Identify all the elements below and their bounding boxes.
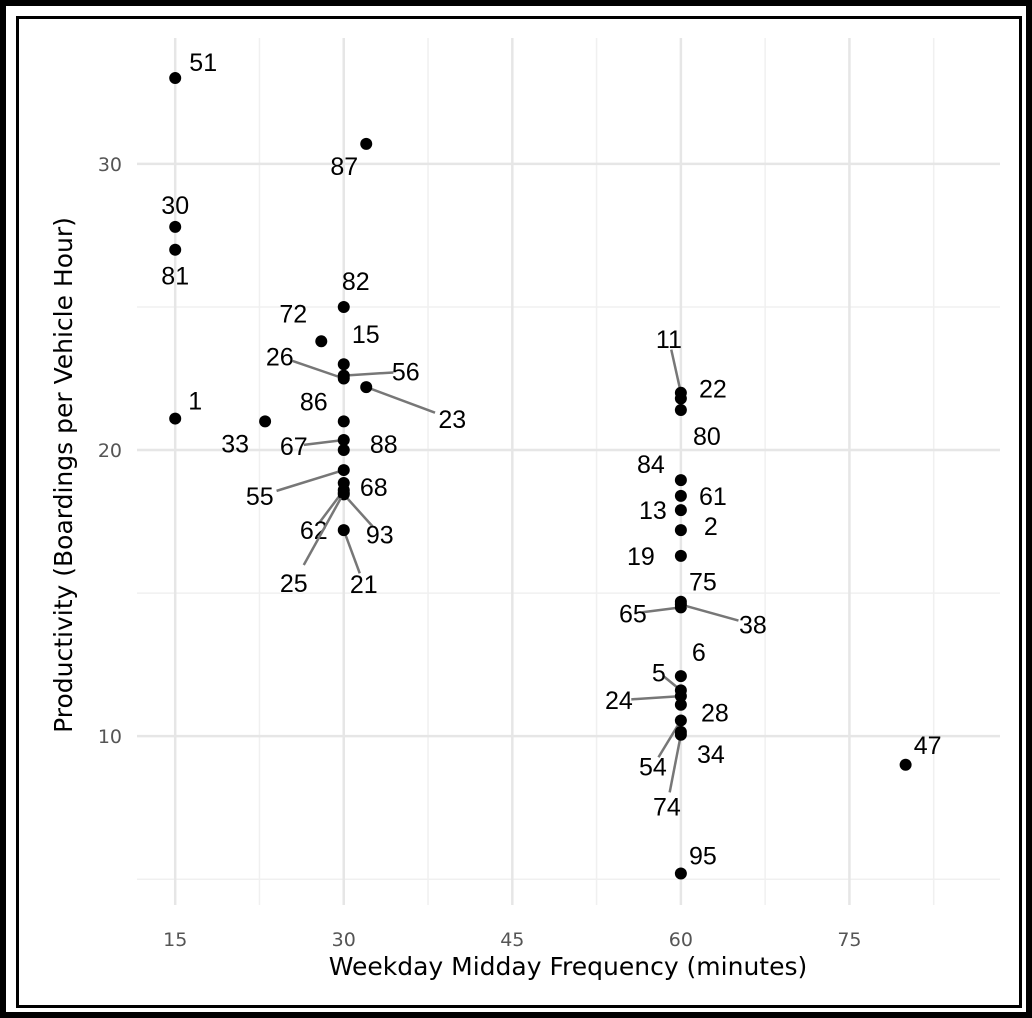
point: [674, 690, 687, 703]
point-label: 80: [693, 423, 721, 451]
point-label: 72: [279, 300, 307, 328]
label-leader: [342, 529, 361, 574]
point: [169, 243, 182, 256]
point-label: 19: [627, 543, 655, 571]
point: [169, 72, 182, 85]
point-label: 22: [699, 376, 727, 404]
point: [674, 867, 687, 880]
point: [337, 444, 350, 457]
label-leader: [365, 385, 436, 414]
point: [674, 392, 687, 405]
point: [337, 369, 350, 382]
point-label: 95: [689, 843, 717, 871]
point: [337, 434, 350, 447]
point: [337, 300, 350, 313]
point: [674, 504, 687, 517]
label-leader: [276, 468, 345, 493]
point-label: 74: [653, 794, 681, 822]
label-leader: [642, 606, 682, 614]
point-label: 93: [366, 521, 394, 549]
point-label: 34: [697, 741, 725, 769]
point-label: 26: [266, 344, 294, 372]
point: [259, 415, 272, 428]
point: [674, 714, 687, 727]
y-tick-label: 10: [98, 726, 122, 748]
point-label: 88: [370, 431, 398, 459]
point-label: 33: [221, 430, 249, 458]
label-leader: [670, 349, 683, 394]
point-label: 75: [689, 569, 717, 597]
point-label: 61: [699, 483, 727, 511]
point: [337, 524, 350, 537]
point: [360, 381, 373, 394]
point-label: 5: [652, 659, 666, 687]
point: [674, 549, 687, 562]
point: [674, 725, 687, 738]
label-leader: [302, 492, 345, 566]
label-leader: [342, 493, 374, 528]
point-label: 55: [246, 483, 274, 511]
point: [674, 403, 687, 416]
inner-frame: [16, 16, 1022, 1008]
label-leader: [303, 438, 344, 447]
point-label: 51: [189, 49, 217, 77]
point: [674, 670, 687, 683]
point-label: 47: [914, 732, 942, 760]
point-label: 65: [619, 600, 647, 628]
x-tick-label: 45: [500, 929, 524, 951]
point-label: 67: [280, 433, 308, 461]
point: [674, 698, 687, 711]
x-tick-label: 15: [163, 929, 187, 951]
point-label: 87: [330, 153, 358, 181]
point: [360, 137, 373, 150]
point-label: 84: [637, 451, 665, 479]
point-label: 11: [656, 326, 682, 354]
point-label: 13: [639, 497, 667, 525]
point-label: 2: [704, 513, 718, 541]
point: [674, 474, 687, 487]
point: [337, 415, 350, 428]
y-tick-label: 20: [98, 440, 122, 462]
label-leader: [292, 359, 345, 380]
point-label: 82: [342, 268, 370, 296]
x-tick-label: 60: [669, 929, 693, 951]
y-axis-title: Productivity (Boardings per Vehicle Hour…: [49, 217, 78, 733]
x-axis-title: Weekday Midday Frequency (minutes): [329, 952, 808, 981]
point: [169, 220, 182, 233]
point: [674, 524, 687, 537]
label-leader: [657, 719, 682, 758]
point-label: 6: [692, 639, 706, 667]
point-label: 30: [161, 192, 189, 220]
point-label: 56: [392, 359, 420, 387]
x-tick-label: 75: [837, 929, 861, 951]
x-tick-label: 30: [332, 929, 356, 951]
point-label: 81: [161, 263, 189, 291]
point: [337, 486, 350, 499]
point: [674, 489, 687, 502]
point-label: 68: [360, 474, 388, 502]
point-label: 15: [352, 321, 380, 349]
label-leader: [343, 371, 394, 377]
point: [337, 464, 350, 477]
point-label: 38: [739, 612, 767, 640]
point-label: 28: [701, 700, 729, 728]
label-leader: [680, 603, 739, 622]
point-label: 54: [639, 753, 667, 781]
y-tick-label: 30: [98, 154, 122, 176]
point: [337, 358, 350, 371]
point-label: 21: [350, 571, 378, 599]
label-leader: [668, 734, 683, 793]
point-label: 86: [300, 388, 328, 416]
point-label: 23: [438, 406, 466, 434]
point: [674, 598, 687, 611]
point: [315, 335, 328, 348]
point: [169, 412, 182, 425]
point-label: 25: [280, 570, 308, 598]
point-label: 1: [188, 388, 202, 416]
point-label: 24: [605, 687, 633, 715]
point: [899, 758, 912, 771]
label-leader: [631, 694, 681, 701]
